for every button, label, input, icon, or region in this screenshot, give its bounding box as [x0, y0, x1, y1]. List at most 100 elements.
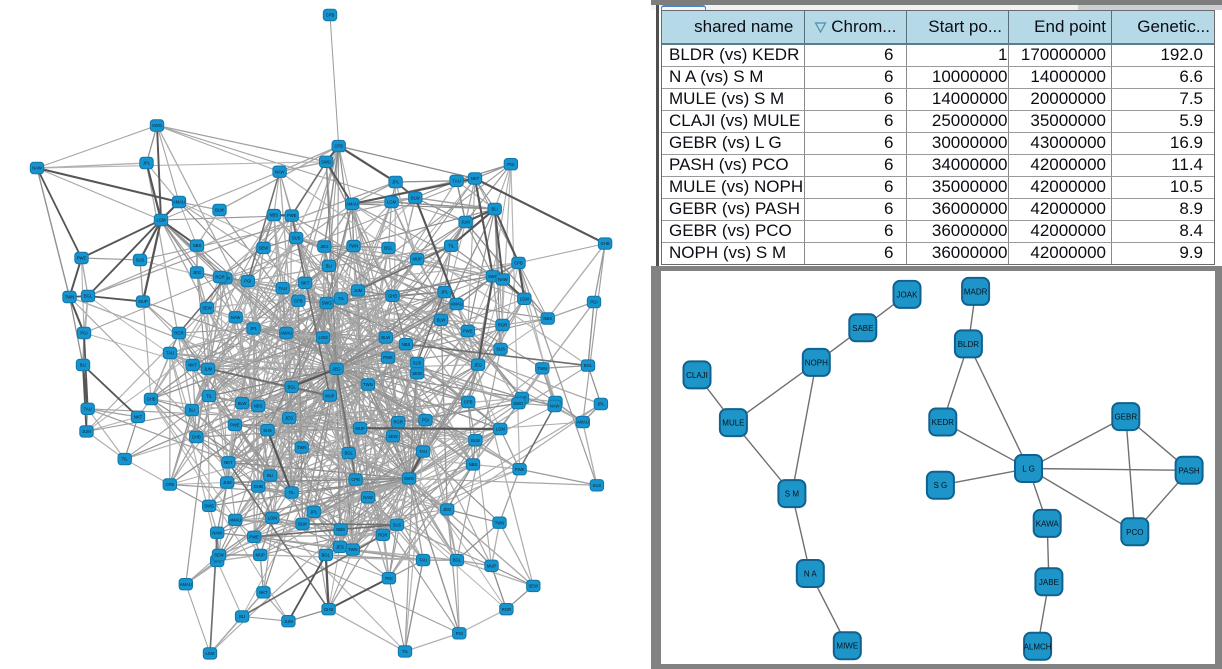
svg-text:RGR: RGR	[378, 532, 387, 537]
svg-text:TIL: TIL	[448, 243, 455, 248]
svg-text:JEG: JEG	[320, 244, 328, 249]
svg-text:SWG: SWG	[321, 159, 331, 164]
svg-text:AMAU: AMAU	[229, 518, 241, 523]
svg-text:NBS: NBS	[543, 316, 552, 321]
svg-text:JUM: JUM	[82, 429, 91, 434]
svg-text:CLAJI: CLAJI	[686, 370, 708, 379]
svg-text:SUS: SUS	[496, 347, 505, 352]
svg-text:TIL: TIL	[402, 649, 409, 654]
svg-text:NKT: NKT	[301, 280, 310, 285]
svg-text:NAW: NAW	[550, 404, 560, 409]
svg-text:BGL: BGL	[345, 451, 354, 456]
svg-text:TWN: TWN	[538, 366, 548, 371]
svg-text:SUS: SUS	[413, 361, 422, 366]
svg-text:BGL: BGL	[322, 553, 331, 558]
svg-text:JEG: JEG	[193, 270, 201, 275]
svg-text:PASH: PASH	[1178, 466, 1199, 475]
svg-text:CPB: CPB	[326, 13, 335, 18]
svg-text:PWE: PWE	[515, 467, 525, 472]
svg-text:CPB: CPB	[514, 261, 523, 266]
svg-text:BGL: BGL	[453, 558, 462, 563]
svg-text:PGI: PGI	[456, 631, 463, 636]
svg-text:SWG: SWG	[513, 401, 523, 406]
svg-text:AMAU: AMAU	[577, 420, 589, 425]
svg-text:BLI: BLI	[239, 614, 245, 619]
svg-text:PGI: PGI	[385, 576, 392, 581]
svg-text:MUP: MUP	[355, 426, 365, 431]
svg-text:LGM: LGM	[268, 516, 278, 521]
svg-text:SWG: SWG	[404, 476, 414, 481]
svg-text:NAW: NAW	[498, 277, 508, 282]
svg-text:LGM: LGM	[387, 200, 397, 205]
svg-text:BLW: BLW	[437, 317, 446, 322]
svg-text:JEG: JEG	[285, 416, 293, 421]
svg-text:TWN: TWN	[297, 445, 307, 450]
svg-text:PWE: PWE	[287, 213, 297, 218]
svg-text:TAU: TAU	[419, 449, 427, 454]
svg-text:NAW: NAW	[212, 530, 222, 535]
svg-text:BLW: BLW	[215, 208, 224, 213]
svg-text:TIL: TIL	[206, 394, 213, 399]
svg-text:TIL: TIL	[338, 296, 345, 301]
svg-text:JEG: JEG	[332, 366, 340, 371]
svg-text:LGM: LGM	[156, 218, 166, 223]
svg-text:BGL: BGL	[84, 294, 93, 299]
svg-text:TAU: TAU	[84, 406, 92, 411]
svg-text:GEBR: GEBR	[1114, 412, 1137, 421]
svg-text:SEW: SEW	[259, 246, 269, 251]
svg-text:JPL: JPL	[310, 509, 318, 514]
svg-text:MUP: MUP	[412, 257, 422, 262]
svg-text:MUP: MUP	[256, 553, 266, 558]
svg-text:NKT: NKT	[471, 176, 480, 181]
svg-text:JPL: JPL	[392, 180, 400, 185]
svg-text:NAW: NAW	[363, 495, 373, 500]
svg-text:NKT: NKT	[224, 460, 233, 465]
svg-text:NAW: NAW	[32, 166, 42, 171]
svg-text:SABE: SABE	[852, 323, 873, 332]
svg-text:S M: S M	[784, 489, 799, 498]
svg-text:BLW: BLW	[471, 438, 480, 443]
svg-text:NBS: NBS	[269, 213, 278, 218]
svg-text:NKT: NKT	[188, 363, 197, 368]
svg-text:NBS: NBS	[254, 404, 263, 409]
svg-text:GHB: GHB	[254, 484, 263, 489]
svg-text:GHB: GHB	[192, 435, 201, 440]
svg-text:RGR: RGR	[174, 331, 183, 336]
svg-text:BLI: BLI	[326, 263, 332, 268]
svg-text:TIL: TIL	[122, 457, 129, 462]
svg-text:TAU: TAU	[453, 178, 461, 183]
svg-text:JOAK: JOAK	[896, 290, 918, 299]
svg-text:NAW: NAW	[275, 169, 285, 174]
svg-text:SUS: SUS	[593, 483, 602, 488]
svg-text:CPB: CPB	[334, 144, 343, 149]
svg-text:BLW: BLW	[411, 195, 420, 200]
svg-text:LGM: LGM	[496, 427, 506, 432]
svg-text:BLDR: BLDR	[957, 339, 979, 348]
svg-text:PWE: PWE	[463, 329, 473, 334]
svg-text:RGR: RGR	[394, 420, 403, 425]
svg-text:PGI: PGI	[80, 331, 87, 336]
svg-text:BGL: BGL	[384, 246, 393, 251]
svg-text:AMAU: AMAU	[346, 202, 358, 207]
svg-text:AMAU: AMAU	[280, 331, 292, 336]
svg-text:PGI: PGI	[590, 300, 597, 305]
svg-text:JPL: JPL	[597, 402, 605, 407]
svg-text:SWG: SWG	[488, 274, 498, 279]
svg-text:SEW: SEW	[412, 371, 422, 376]
svg-text:CPB: CPB	[464, 400, 473, 405]
svg-text:S G: S G	[933, 481, 947, 490]
svg-text:CPB: CPB	[294, 298, 303, 303]
svg-text:JUM: JUM	[461, 220, 470, 225]
svg-text:PGI: PGI	[422, 418, 429, 423]
svg-text:JEG: JEG	[336, 544, 344, 549]
svg-text:SEW: SEW	[529, 584, 539, 589]
svg-text:SWG: SWG	[204, 503, 214, 508]
svg-text:RGR: RGR	[498, 323, 507, 328]
svg-text:JUM: JUM	[204, 366, 213, 371]
svg-text:GHB: GHB	[146, 397, 155, 402]
svg-text:AMAU: AMAU	[180, 582, 192, 587]
svg-text:NBS: NBS	[193, 243, 202, 248]
svg-text:PWE: PWE	[249, 534, 259, 539]
svg-text:MUP: MUP	[487, 563, 497, 568]
svg-text:PWE: PWE	[77, 256, 87, 261]
